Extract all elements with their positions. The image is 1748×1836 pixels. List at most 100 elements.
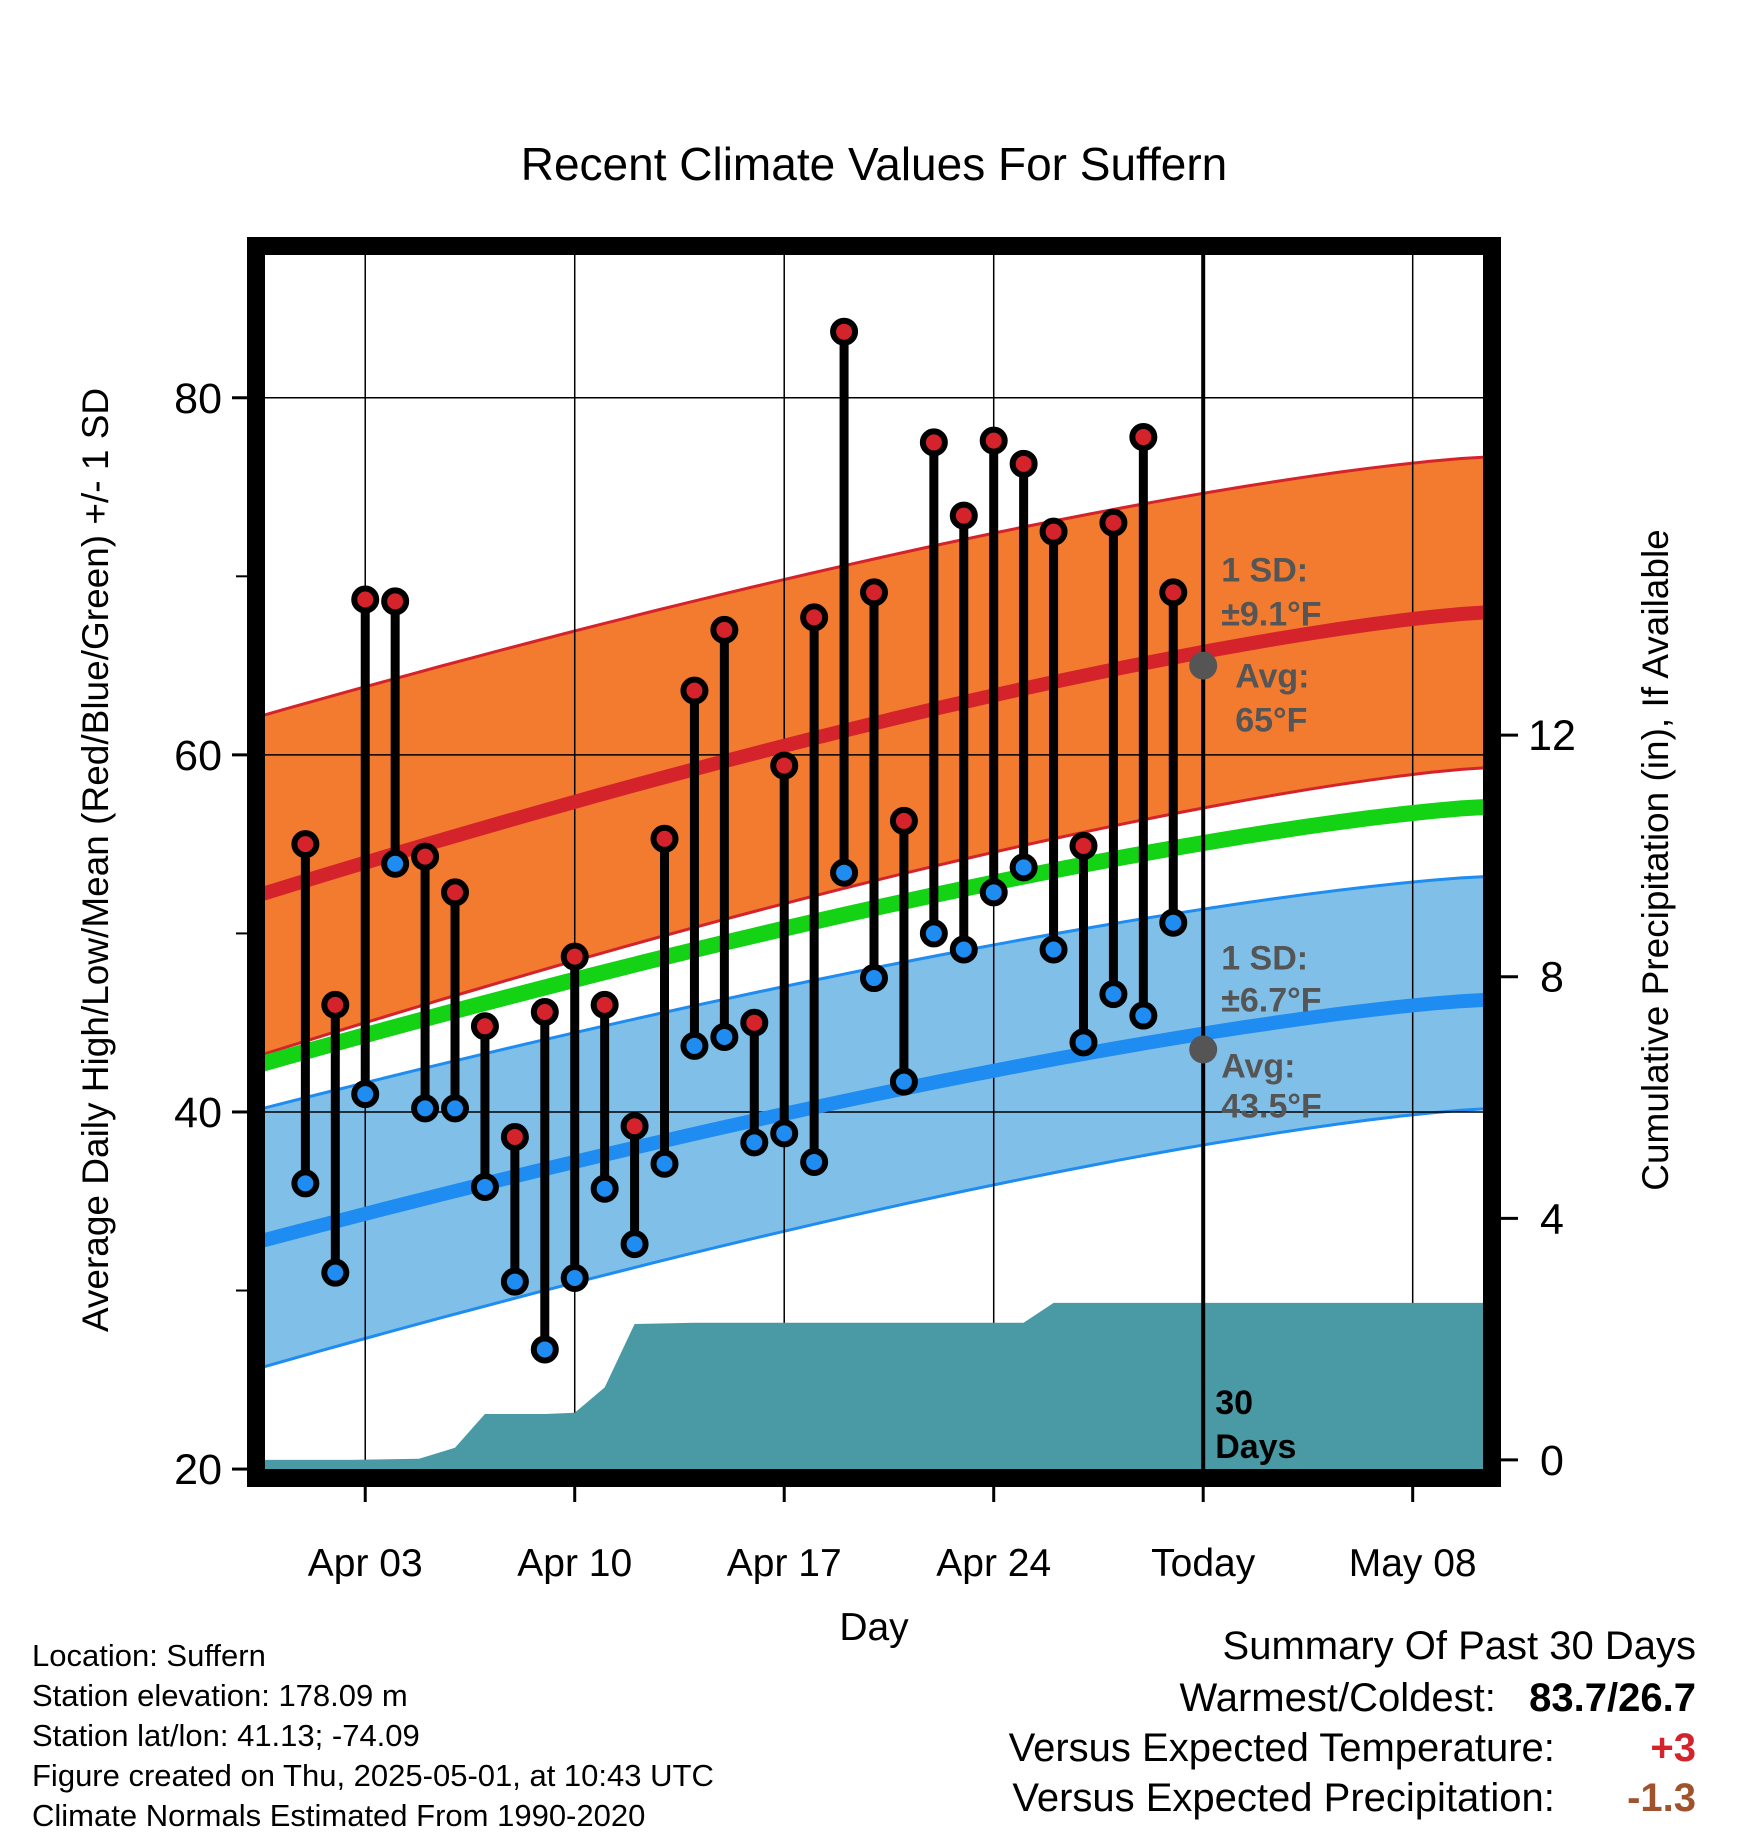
low-temp-point (321, 1258, 350, 1287)
normal-low-line (256, 992, 1492, 1250)
y-tick-label: 60 (174, 732, 222, 780)
high-temp-point (381, 587, 410, 616)
high-temp-point (411, 842, 440, 871)
days-word-label: Days (1215, 1428, 1296, 1466)
today-low-avg-dot (1189, 1035, 1218, 1064)
low-avg-label: Avg: (1221, 1047, 1295, 1085)
high-temp-point (889, 806, 918, 835)
y-tick-label: 80 (174, 375, 222, 423)
summary-precip-value: -1.3 (1627, 1776, 1696, 1820)
low-temp-point (500, 1267, 529, 1296)
x-tick-label: Apr 17 (727, 1542, 842, 1585)
x-axis-title: Day (839, 1606, 909, 1649)
low-temp-point (291, 1169, 320, 1198)
high-temp-point (740, 1008, 769, 1037)
high-temp-point (1009, 449, 1038, 478)
y2-axis-title: Cumulative Precipitation (in), If Availa… (1635, 529, 1676, 1191)
high-temp-point (919, 428, 948, 457)
high-temp-point (1159, 578, 1188, 607)
summary-warmest: Warmest/Coldest: 83.7/26.7 (1179, 1676, 1696, 1721)
low-temp-point (830, 858, 859, 887)
days-count-label: 30 (1215, 1384, 1253, 1422)
high-avg-value: 65°F (1235, 702, 1307, 740)
x-tick-label: Today (1151, 1542, 1256, 1585)
low-avg-value: 43.5°F (1221, 1087, 1322, 1125)
low-temp-point (710, 1022, 739, 1051)
summary-precip: Versus Expected Precipitation: -1.3 (1012, 1776, 1696, 1821)
low-sd-value: ±6.7°F (1221, 981, 1321, 1019)
low-temp-point (381, 849, 410, 878)
high-temp-point (620, 1112, 649, 1141)
low-temp-point (949, 935, 978, 964)
y2-tick-label: 4 (1540, 1195, 1564, 1243)
low-temp-point (919, 919, 948, 948)
low-sd-label: 1 SD: (1221, 939, 1308, 977)
high-temp-point (351, 585, 380, 614)
today-high-avg-dot (1189, 651, 1218, 680)
low-temp-point (441, 1094, 470, 1123)
high-temp-point (1099, 508, 1128, 537)
y2-tick-label: 12 (1528, 712, 1576, 760)
high-temp-point (500, 1122, 529, 1151)
y-tick-label: 40 (174, 1089, 222, 1137)
low-sd-band-lower-edge (256, 1106, 1492, 1371)
high-temp-point (1039, 517, 1068, 546)
low-temp-point (620, 1230, 649, 1259)
low-temp-point (860, 964, 888, 993)
high-temp-point (590, 990, 619, 1019)
summary-title: Summary Of Past 30 Days (1222, 1624, 1696, 1668)
x-tick-label: Apr 10 (517, 1542, 632, 1585)
high-temp-point (770, 751, 799, 780)
low-temp-point (351, 1080, 380, 1109)
summary-precip-label: Versus Expected Precipitation: (1012, 1776, 1555, 1820)
high-temp-point (979, 426, 1008, 455)
low-temp-point (650, 1149, 679, 1178)
x-tick-label: Apr 24 (936, 1542, 1051, 1585)
low-temp-point (770, 1119, 799, 1148)
low-temp-point (889, 1067, 918, 1096)
low-temp-point (530, 1335, 559, 1364)
y-tick-label: 20 (174, 1446, 222, 1494)
precipitation-area (256, 1302, 1492, 1478)
high-temp-point (860, 578, 888, 607)
summary-temp-label: Versus Expected Temperature: (1008, 1726, 1555, 1770)
summary-warmest-label: Warmest/Coldest: (1179, 1676, 1496, 1720)
info-created: Figure created on Thu, 2025-05-01, at 10… (32, 1758, 714, 1793)
low-temp-point (1099, 980, 1128, 1009)
axes: Apr 03 Apr 10 Apr 17 Apr 24 Today May 0820406… (174, 375, 1576, 1585)
low-temp-point (1129, 1001, 1158, 1030)
high-temp-point (321, 990, 350, 1019)
high-temp-point (560, 942, 589, 971)
low-temp-point (1069, 1028, 1098, 1057)
precip-cumulative-area (256, 1302, 1492, 1478)
y-axis-title: Average Daily High/Low/Mean (Red/Blue/Gr… (75, 388, 116, 1332)
low-sd-band-fill (256, 876, 1492, 1370)
observed-temperatures (291, 317, 1188, 1364)
high-temp-point (949, 501, 978, 530)
info-location: Location: Suffern (32, 1638, 266, 1673)
high-temp-point (680, 676, 709, 705)
high-temp-point (291, 830, 320, 859)
x-tick-label: May 08 (1349, 1542, 1477, 1585)
info-latlon: Station lat/lon: 41.13; -74.09 (32, 1718, 420, 1753)
high-avg-label: Avg: (1235, 658, 1309, 696)
x-tick-label: Apr 03 (308, 1542, 423, 1585)
high-temp-point (470, 1012, 499, 1041)
high-temp-point (441, 878, 470, 907)
low-temp-point (1039, 935, 1068, 964)
high-temp-point (530, 997, 559, 1026)
high-temp-point (830, 317, 859, 346)
low-temp-point (740, 1128, 769, 1157)
info-normals: Climate Normals Estimated From 1990-2020 (32, 1798, 646, 1833)
summary-temp: Versus Expected Temperature: +3 (1009, 1726, 1696, 1771)
summary-temp-value: +3 (1650, 1726, 1696, 1770)
chart-title: Recent Climate Values For Suffern (521, 138, 1228, 190)
high-sd-label: 1 SD: (1221, 552, 1308, 590)
summary-warmest-value: 83.7/26.7 (1529, 1676, 1696, 1720)
y2-tick-label: 0 (1540, 1437, 1564, 1485)
low-temp-point (1159, 908, 1188, 937)
low-temp-point (680, 1031, 709, 1060)
info-elevation: Station elevation: 178.09 m (32, 1678, 408, 1713)
low-temp-point (560, 1264, 589, 1293)
